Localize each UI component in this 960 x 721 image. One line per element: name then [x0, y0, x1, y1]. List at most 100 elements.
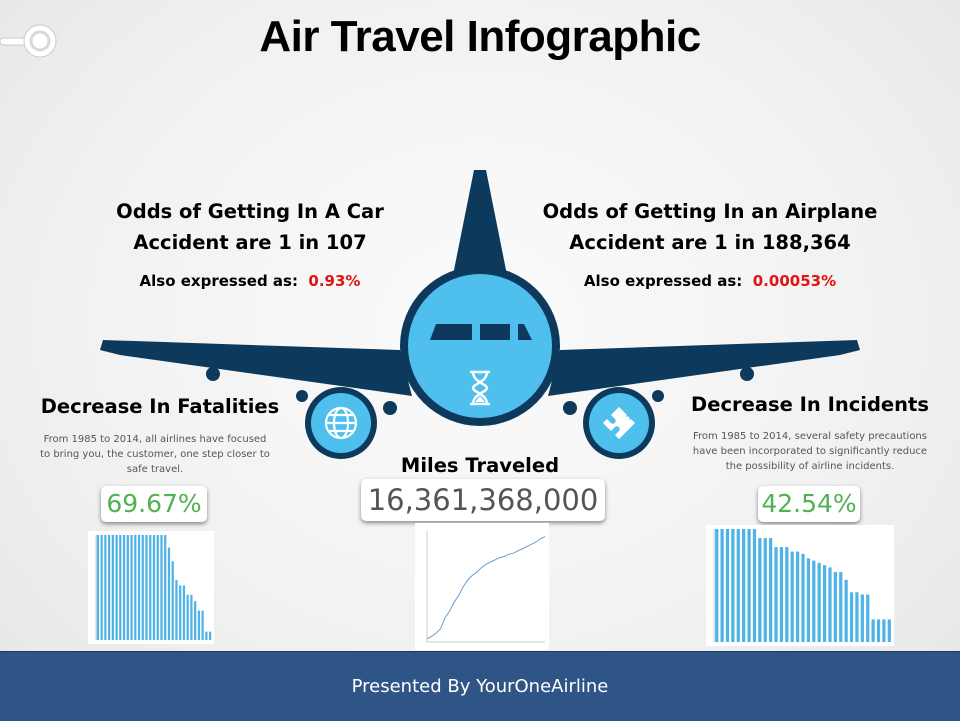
- fatalities-bar: [111, 535, 114, 640]
- airplane-also-expressed: Also expressed as: 0.00053%: [525, 272, 895, 290]
- fatalities-bar: [156, 535, 159, 640]
- fatalities-bar: [107, 535, 111, 640]
- incidents-bar: [801, 553, 805, 642]
- fatalities-desc-line: safe travel.: [126, 464, 184, 475]
- incidents-bar: [828, 567, 832, 642]
- footer-text: Presented By YourOneAirline: [351, 676, 609, 697]
- incidents-description: From 1985 to 2014, several safety precau…: [665, 429, 955, 474]
- page-title: Air Travel Infographic: [259, 12, 701, 61]
- incidents-bar: [839, 571, 843, 642]
- fatalities-bar: [167, 547, 171, 640]
- fatalities-bar: [145, 535, 148, 640]
- car-odds-line1: Odds of Getting In A Car: [116, 200, 384, 223]
- incidents-bar: [860, 594, 864, 642]
- incidents-bar: [833, 571, 837, 642]
- fatalities-bar: [197, 610, 201, 640]
- fatalities-bar: [137, 535, 141, 640]
- footer-banner: Presented By YourOneAirline: [0, 651, 960, 721]
- airplane-also-value: 0.00053%: [752, 272, 837, 290]
- incidents-bar: [725, 529, 730, 642]
- fatalities-bar-chart: [88, 531, 214, 644]
- car-odds-text: Odds of Getting In A Car Accident are 1 …: [90, 196, 410, 258]
- fatalities-desc-line: to bring you, the customer, one step clo…: [40, 449, 270, 460]
- airplane-graphic: [100, 170, 860, 459]
- fatalities-heading: Decrease In Fatalities: [40, 395, 280, 418]
- airplane-odds-line2: Accident are 1 in 188,364: [569, 231, 851, 254]
- incidents-bar: [871, 619, 875, 642]
- fatalities-bar: [115, 535, 118, 640]
- key-ring-icon: [0, 24, 57, 58]
- puzzle-icon: [603, 407, 635, 439]
- incidents-bar: [736, 529, 740, 642]
- incidents-desc-line: From 1985 to 2014, several safety precau…: [693, 431, 927, 442]
- incidents-desc-line: the possibility of airline incidents.: [725, 461, 895, 472]
- incidents-bar: [855, 592, 859, 642]
- miles-heading: Miles Traveled: [400, 454, 560, 477]
- incidents-bar: [876, 619, 881, 642]
- miles-line-chart: [415, 523, 549, 650]
- fatalities-bar: [104, 535, 107, 640]
- airplane-also-label: Also expressed as:: [583, 272, 743, 290]
- fatalities-percent-badge: 69.67%: [101, 486, 207, 522]
- fatalities-bar: [122, 535, 126, 640]
- fatalities-bar: [190, 594, 193, 640]
- fatalities-bar: [141, 535, 144, 640]
- fatalities-bar: [119, 535, 122, 640]
- incidents-bar: [887, 619, 891, 642]
- incidents-bar: [747, 529, 751, 642]
- airplane-odds-line1: Odds of Getting In an Airplane: [542, 200, 878, 223]
- fatalities-bar: [126, 535, 129, 640]
- incidents-bar: [849, 592, 854, 642]
- car-also-label: Also expressed as:: [139, 272, 298, 290]
- incidents-percent-badge: 42.54%: [758, 486, 860, 522]
- fatalities-bar: [96, 535, 99, 640]
- incidents-bar: [785, 547, 789, 642]
- fatalities-description: From 1985 to 2014, all airlines have foc…: [10, 432, 300, 477]
- fatalities-bar: [194, 601, 197, 640]
- incidents-bar: [806, 558, 811, 642]
- fatalities-bar: [130, 535, 133, 640]
- incidents-bar: [779, 547, 784, 642]
- hourglass-icon: [470, 370, 490, 406]
- fatalities-bar: [175, 580, 178, 640]
- fatalities-desc-line: From 1985 to 2014, all airlines have foc…: [43, 434, 267, 445]
- incidents-bar: [774, 547, 778, 642]
- fatalities-bar: [134, 535, 137, 640]
- incidents-bar: [822, 565, 827, 642]
- fatalities-bar: [164, 535, 167, 640]
- fatalities-bar: [186, 594, 189, 640]
- fatalities-bar: [209, 631, 212, 640]
- incidents-bar: [763, 538, 767, 642]
- miles-series-line: [426, 536, 546, 640]
- fatalities-bar: [171, 561, 174, 640]
- car-also-value: 0.93%: [308, 272, 361, 290]
- fatalities-bar: [205, 631, 208, 640]
- globe-icon: [324, 406, 358, 440]
- incidents-bar: [817, 562, 821, 642]
- incidents-bar: [715, 529, 719, 642]
- fatalities-bar: [152, 535, 156, 640]
- fatalities-bar: [149, 535, 152, 640]
- incidents-bar: [882, 619, 886, 642]
- fatalities-bar: [179, 585, 182, 640]
- incidents-bar: [844, 579, 848, 642]
- incidents-heading: Decrease In Incidents: [691, 393, 929, 416]
- incidents-bar-chart: [706, 525, 894, 646]
- car-also-expressed: Also expressed as: 0.93%: [90, 272, 410, 290]
- fatalities-bar: [182, 585, 186, 640]
- incidents-desc-line: have been incorporated to significantly …: [692, 446, 928, 457]
- incidents-bar: [812, 560, 816, 642]
- incidents-bar: [742, 529, 746, 642]
- incidents-bar: [731, 529, 735, 642]
- miles-value-badge: 16,361,368,000: [361, 479, 605, 521]
- incidents-bar: [758, 538, 762, 642]
- fatalities-bar: [100, 535, 103, 640]
- airplane-odds-text: Odds of Getting In an Airplane Accident …: [525, 196, 895, 258]
- incidents-bar: [866, 594, 870, 642]
- incidents-bar: [769, 538, 773, 642]
- incidents-bar: [795, 551, 800, 642]
- car-odds-line2: Accident are 1 in 107: [133, 231, 367, 254]
- incidents-bar: [720, 529, 724, 642]
- fatalities-bar: [160, 535, 163, 640]
- incidents-bar: [752, 529, 757, 642]
